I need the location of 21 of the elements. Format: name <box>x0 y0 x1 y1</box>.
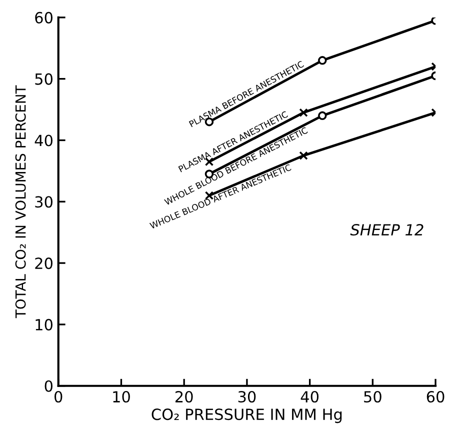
y-tick-label: 60 <box>35 12 52 24</box>
point <box>299 108 308 117</box>
x-tick-label: 0 <box>54 390 62 403</box>
y-tick-label: 30 <box>35 196 52 208</box>
x-axis-title: CO₂ PRESSURE IN MM Hg <box>152 408 342 424</box>
y-tick-label: 40 <box>34 134 52 146</box>
x-tick-label: 50 <box>364 390 382 403</box>
y-tick-label: 20 <box>35 258 52 270</box>
y-tick-label: 50 <box>35 73 52 85</box>
y-axis-title: TOTAL CO₂ IN VOLUMES PERCENT <box>15 85 26 318</box>
point <box>318 111 327 120</box>
x-tick-label: 30 <box>238 390 256 403</box>
point <box>318 56 327 65</box>
y-tick-label: 0 <box>44 380 52 392</box>
y-tick-label: 10 <box>36 318 52 330</box>
annotation: SHEEP 12 <box>350 224 424 236</box>
x-tick-label: 60 <box>426 390 444 403</box>
x-tick-label: 20 <box>175 390 193 403</box>
x-tick-label: 40 <box>300 390 319 403</box>
x-tick-label: 10 <box>113 390 130 403</box>
point <box>204 191 214 200</box>
